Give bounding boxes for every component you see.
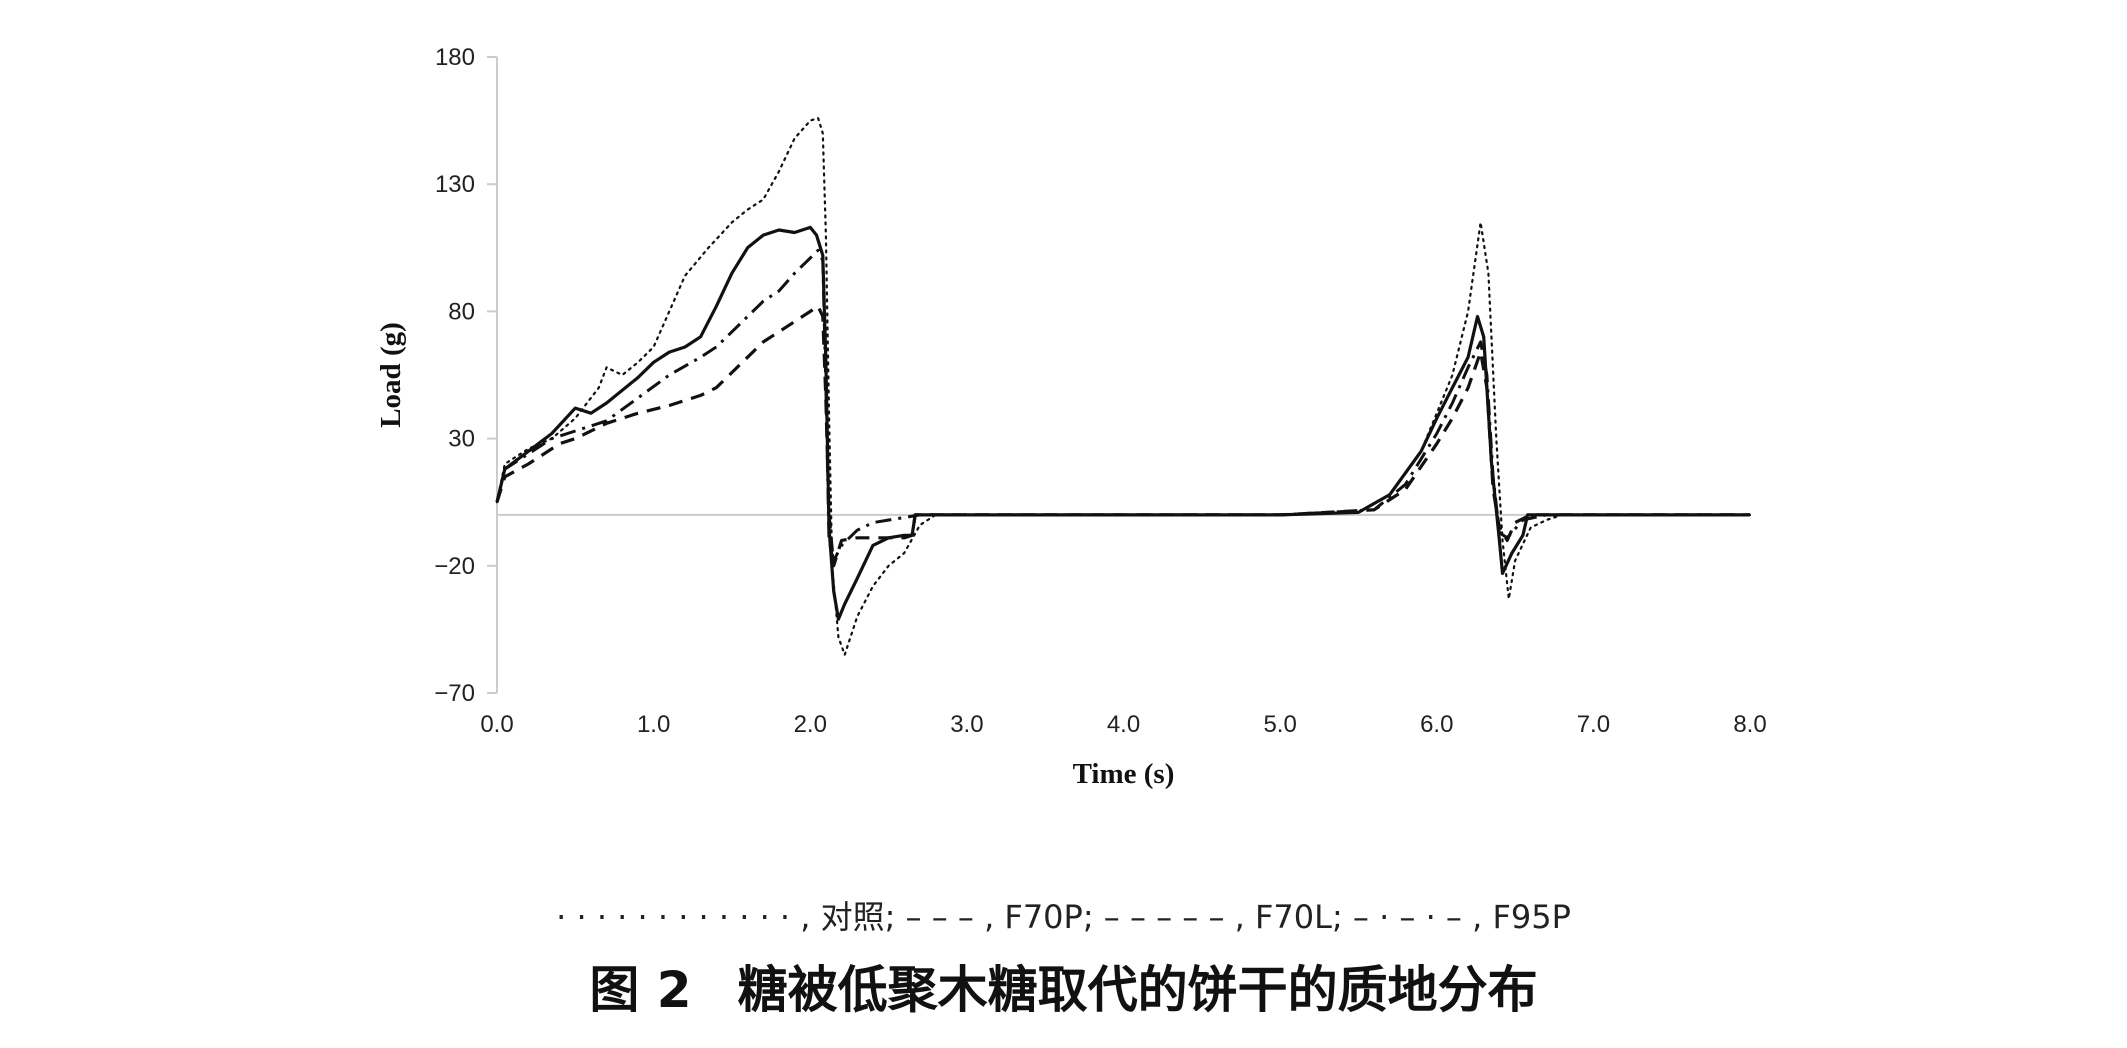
y-tick-label: 180 [435, 44, 475, 71]
x-tick-label: 1.0 [637, 711, 670, 738]
chart-axes [496, 57, 1750, 693]
tick-group: 180 130 80 30 −20 −700.0 1.0 2.0 3.0 4.0 5.0 6.0 7.0… [434, 44, 1766, 738]
y-tick-label: −70 [434, 680, 475, 707]
y-tick-label: 80 [448, 298, 475, 325]
line-chart: 180 130 80 30 −20 −700.0 1.0 2.0 3.0 4.0 5.0 6.0 7.0… [375, 44, 1767, 790]
x-tick-label: 6.0 [1420, 711, 1453, 738]
x-tick-label: 8.0 [1733, 711, 1766, 738]
series-line-dotted [495, 116, 1752, 656]
series-line-solid [495, 225, 1750, 621]
y-tick-label: −20 [434, 553, 475, 580]
legend: · · · · · · · · · · · · , 对照; – – – , F7… [556, 898, 1571, 936]
series-layer [495, 116, 1752, 656]
x-axis-title: Time (s) [1073, 758, 1175, 790]
x-tick-label: 4.0 [1107, 711, 1140, 738]
figure-caption-text: 糖被低聚木糖取代的饼干的质地分布 [737, 961, 1538, 1019]
x-tick-label: 2.0 [794, 711, 827, 738]
figure-caption: 图 2 糖被低聚木糖取代的饼干的质地分布 [0, 950, 2127, 1022]
x-tick-label: 3.0 [950, 711, 983, 738]
figure-number: 图 2 [589, 961, 692, 1019]
x-tick-label: 7.0 [1577, 711, 1610, 738]
x-tick-label: 5.0 [1263, 711, 1296, 738]
y-axis-title: Load (g) [375, 322, 407, 428]
y-tick-label: 30 [448, 426, 475, 453]
y-tick-label: 130 [435, 171, 475, 198]
x-tick-label: 0.0 [480, 711, 513, 738]
